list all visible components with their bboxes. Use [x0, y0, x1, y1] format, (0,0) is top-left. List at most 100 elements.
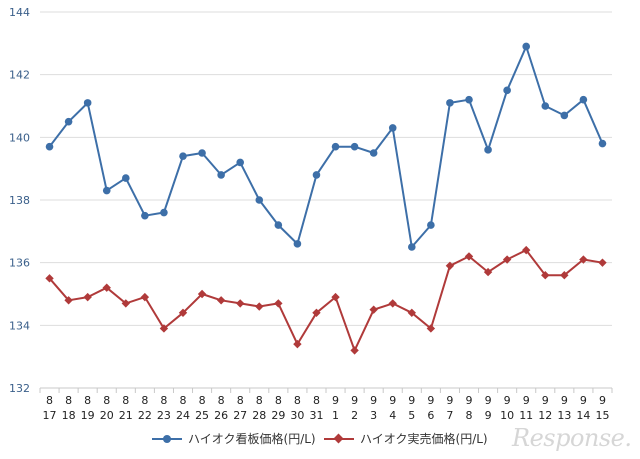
x-tick-label-day: 26: [214, 409, 228, 422]
data-point-1: [522, 245, 531, 255]
legend-swatch-blue-circle: [152, 432, 182, 446]
data-point-1: [178, 308, 188, 317]
watermark-logo: Response.: [512, 424, 632, 452]
data-point-0: [312, 171, 321, 179]
data-point-0: [484, 146, 492, 154]
x-tick-label-month: 9: [332, 394, 339, 407]
data-point-1: [83, 292, 92, 302]
x-tick-label-day: 27: [233, 409, 247, 422]
x-tick-label-month: 8: [180, 394, 187, 407]
x-tick-label-month: 8: [122, 394, 129, 407]
x-tick-label-month: 9: [351, 394, 358, 407]
x-tick-label-day: 2: [351, 409, 358, 422]
data-point-1: [541, 271, 550, 280]
data-point-1: [216, 296, 226, 305]
legend-item-1: ハイオク実売価格(円/L): [324, 430, 488, 447]
data-point-0: [198, 149, 206, 157]
data-point-1: [483, 267, 493, 277]
x-tick-label-month: 8: [256, 394, 263, 407]
data-point-0: [217, 171, 225, 179]
data-point-0: [331, 142, 340, 151]
data-point-1: [464, 252, 474, 261]
grid-lines: [40, 11, 612, 389]
data-point-0: [350, 142, 359, 151]
data-point-0: [274, 221, 283, 229]
x-tick-label-month: 8: [103, 394, 110, 407]
y-tick-label: 136: [9, 257, 30, 270]
circle-marker-icon: [163, 434, 171, 443]
data-point-1: [426, 324, 436, 333]
x-tick-label-day: 1: [332, 409, 339, 422]
data-point-0: [465, 95, 473, 104]
data-point-0: [427, 221, 435, 229]
x-tick-label-month: 8: [160, 394, 167, 407]
data-point-1: [560, 271, 569, 280]
x-tick-label-day: 28: [252, 409, 266, 422]
data-point-0: [408, 243, 416, 251]
x-tick-label-month: 9: [542, 394, 549, 407]
legend-label-1: ハイオク実売価格(円/L): [360, 432, 488, 446]
series-line-0: [48, 45, 604, 248]
data-point-1: [598, 258, 607, 267]
x-tick-label-day: 5: [408, 409, 415, 422]
y-tick-label: 132: [9, 382, 30, 395]
x-tick-label-month: 9: [485, 394, 492, 407]
x-tick-label-day: 10: [500, 409, 514, 422]
x-tick-label-day: 11: [519, 409, 533, 422]
data-point-0: [446, 99, 454, 107]
x-tick-label-month: 9: [561, 394, 568, 407]
data-point-0: [83, 99, 92, 107]
y-tick-label: 144: [9, 6, 30, 19]
x-tick-label-month: 8: [237, 394, 244, 407]
x-tick-label-month: 9: [389, 394, 396, 407]
data-point-0: [160, 208, 168, 217]
data-point-0: [541, 102, 550, 110]
x-tick-label-day: 30: [290, 409, 304, 422]
data-point-1: [102, 283, 111, 292]
data-point-1: [255, 302, 264, 311]
x-tick-label-month: 9: [504, 394, 511, 407]
x-tick-label-day: 22: [138, 409, 152, 422]
x-tick-label-month: 9: [370, 394, 377, 407]
data-point-1: [350, 346, 359, 355]
data-point-0: [122, 174, 130, 182]
x-tick-label-month: 9: [580, 394, 587, 407]
data-point-0: [503, 86, 511, 95]
y-tick-label: 134: [9, 319, 30, 332]
data-point-0: [579, 95, 588, 104]
data-point-0: [598, 139, 607, 148]
x-tick-label-day: 17: [43, 409, 57, 422]
x-tick-label-month: 9: [446, 394, 453, 407]
data-point-0: [293, 240, 302, 248]
data-point-0: [45, 142, 54, 151]
data-point-1: [312, 308, 321, 317]
x-tick-label-day: 14: [576, 409, 590, 422]
x-tick-label-day: 12: [538, 409, 552, 422]
x-tick-label-month: 9: [523, 394, 530, 407]
x-tick-label-month: 8: [275, 394, 282, 407]
data-point-1: [369, 305, 378, 314]
x-tick-label-day: 29: [271, 409, 285, 422]
data-point-0: [369, 149, 378, 157]
data-point-0: [560, 111, 569, 120]
x-tick-label-month: 9: [408, 394, 415, 407]
x-tick-label-month: 8: [294, 394, 301, 407]
x-tick-label-day: 24: [176, 409, 190, 422]
data-point-1: [121, 299, 130, 308]
data-point-1: [502, 255, 512, 264]
data-point-0: [236, 158, 244, 167]
data-point-1: [274, 299, 283, 308]
series-layer: [45, 42, 607, 355]
x-tick-label-day: 15: [595, 409, 609, 422]
x-tick-label-day: 13: [557, 409, 571, 422]
legend-swatch-red-diamond: [324, 432, 354, 446]
data-point-1: [407, 308, 416, 317]
data-point-0: [522, 42, 530, 51]
diamond-marker-icon: [333, 433, 344, 443]
data-point-0: [102, 186, 111, 195]
x-tick-label-day: 19: [81, 409, 95, 422]
data-point-1: [331, 292, 340, 302]
data-point-1: [388, 299, 397, 308]
x-tick-label-month: 8: [199, 394, 206, 407]
data-point-1: [64, 296, 73, 305]
